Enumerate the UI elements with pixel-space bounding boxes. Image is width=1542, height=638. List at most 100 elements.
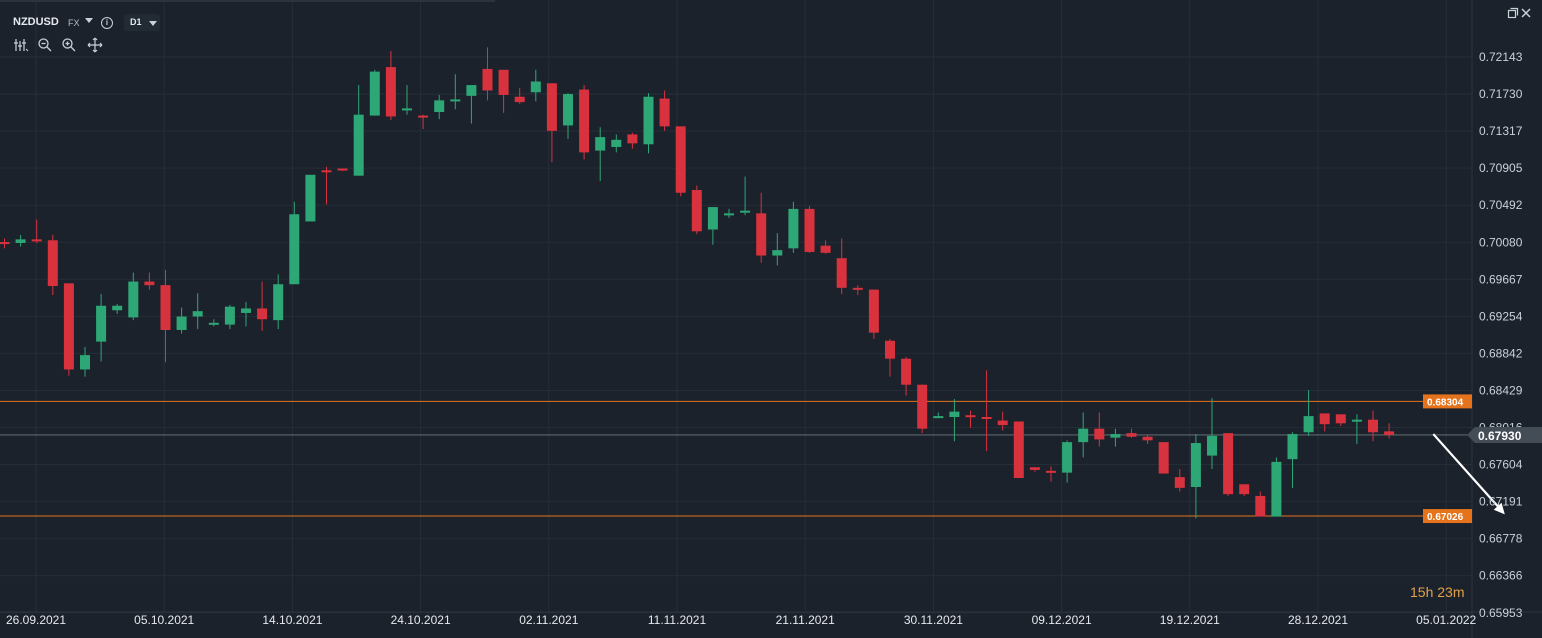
chart-toolbar: NZDUSD FX i D1	[0, 0, 495, 56]
x-tick-label: 14.10.2021	[262, 613, 322, 627]
y-tick-label: 0.67604	[1479, 458, 1523, 472]
y-tick-label: 0.67191	[1479, 495, 1523, 509]
candle-body	[96, 305, 107, 342]
market-label: FX	[68, 18, 80, 28]
candle-body	[176, 316, 187, 330]
zoom-out-icon[interactable]	[37, 37, 53, 53]
x-tick-label: 30.11.2021	[904, 613, 963, 627]
x-tick-label: 02.11.2021	[519, 613, 578, 627]
candle-body	[707, 207, 718, 230]
candle-body	[756, 213, 767, 256]
x-tick-label: 09.12.2021	[1032, 613, 1092, 627]
candle-body	[530, 81, 541, 93]
candle-body	[546, 83, 557, 131]
candle-body	[353, 114, 364, 176]
candle-body	[1158, 442, 1169, 474]
zoom-in-icon[interactable]	[61, 37, 77, 53]
candle-body	[659, 98, 670, 127]
y-tick-label: 0.66778	[1479, 532, 1523, 546]
candle-body	[273, 284, 284, 321]
y-axis: 0.72143 0.71730 0.71317 0.70905 0.70492 0.700…	[1479, 50, 1523, 620]
arrow-head	[1493, 502, 1505, 515]
symbol-label[interactable]: NZDUSD	[13, 16, 59, 28]
level-lines	[0, 400, 1472, 517]
candle-body	[0, 242, 10, 245]
y-tick-label: 0.72143	[1479, 50, 1523, 64]
crosshair-icon[interactable]	[87, 37, 103, 53]
candle-body	[385, 67, 396, 117]
candle-body	[1094, 428, 1105, 440]
timeframe-selector[interactable]: D1	[124, 14, 160, 31]
y-tick-label: 0.68429	[1479, 383, 1523, 397]
candle-body	[1223, 433, 1234, 495]
y-tick-label: 0.69254	[1479, 309, 1523, 323]
current-price-tag-label: 0.67930	[1478, 429, 1522, 443]
candle-body	[933, 416, 944, 419]
candle-body	[997, 420, 1008, 426]
candle-body	[1126, 433, 1137, 437]
candle-body	[885, 340, 895, 359]
candle-body	[1046, 470, 1056, 473]
level-price-tag	[1423, 509, 1472, 524]
level-price-tag	[1423, 394, 1472, 409]
candles	[0, 47, 1395, 519]
info-icon[interactable]: i	[101, 17, 113, 29]
x-tick-label: 28.12.2021	[1288, 613, 1348, 627]
y-tick-label: 0.70492	[1479, 198, 1523, 212]
candle-body	[1174, 477, 1185, 488]
close-icon[interactable]	[1520, 7, 1532, 19]
y-tick-label: 0.70080	[1479, 235, 1523, 249]
caret-down-icon[interactable]	[149, 21, 157, 26]
candle-body	[852, 287, 863, 290]
candle-body	[257, 308, 268, 320]
candle-body	[1029, 467, 1040, 470]
y-tick-label: 0.66366	[1479, 569, 1523, 583]
candle-body	[820, 245, 831, 253]
indicators-icon[interactable]	[13, 37, 29, 53]
candle-body	[160, 285, 171, 330]
arrow-shaft	[1432, 433, 1500, 509]
candle-body	[1303, 416, 1314, 433]
candle-body	[80, 355, 90, 370]
x-tick-label: 05.01.2022	[1416, 613, 1476, 627]
candle-body	[112, 305, 123, 311]
x-tick-label: 05.10.2021	[134, 613, 194, 627]
candle-countdown: 15h 23m	[1410, 584, 1465, 600]
candle-body	[1110, 434, 1121, 438]
candle-body	[724, 213, 734, 216]
x-tick-label: 11.11.2021	[648, 613, 707, 627]
y-tick-label: 0.68842	[1479, 346, 1523, 360]
candle-body	[192, 311, 203, 317]
caret-down-icon[interactable]	[85, 18, 93, 23]
candle-body	[47, 240, 58, 287]
candle-body	[1142, 436, 1153, 441]
candle-body	[675, 126, 686, 193]
candle-body	[788, 208, 799, 249]
candle-body	[643, 96, 654, 145]
projection-arrow	[1432, 433, 1505, 515]
y-tick-label: 0.71317	[1479, 124, 1523, 138]
candle-body	[31, 239, 42, 242]
top-divider	[0, 0, 495, 2]
candle-body	[1368, 419, 1378, 433]
candle-body	[321, 170, 332, 173]
candle-body	[1335, 414, 1346, 424]
candle-body	[981, 417, 992, 420]
price-tags: 0.68304 0.67026 0.67930	[1423, 394, 1542, 524]
y-tick-label: 0.71730	[1479, 87, 1523, 101]
candle-body	[434, 100, 445, 112]
candle-body	[1013, 421, 1024, 479]
level-price-tag-label: 0.67026	[1427, 512, 1464, 523]
candle-body	[337, 168, 348, 171]
candle-body	[868, 289, 879, 333]
candle-body	[579, 89, 590, 153]
candle-body	[208, 322, 219, 325]
candle-body	[63, 283, 74, 370]
restore-window-icon[interactable]	[1507, 7, 1519, 19]
candle-body	[627, 134, 638, 144]
candle-body	[498, 69, 509, 95]
candle-body	[1384, 431, 1395, 435]
candle-body	[144, 281, 155, 286]
candle-body	[305, 174, 316, 222]
